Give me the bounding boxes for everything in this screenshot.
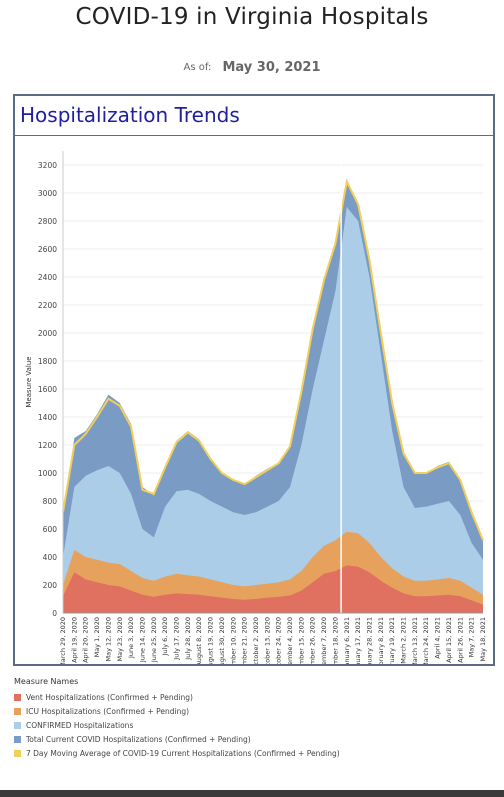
- y-tick-label: 1800: [38, 357, 57, 366]
- x-tick-label: April 4, 2021: [434, 617, 442, 659]
- x-tick-label: September 21, 2020: [241, 617, 249, 664]
- hospitalization-chart[interactable]: 0 200 400 600 800 1000 1200 1400 1600 1800 2000 220…: [15, 96, 493, 664]
- x-tick-label: May 7, 2021: [468, 617, 476, 657]
- x-tick-label: May 1, 2020: [93, 617, 101, 657]
- x-tick-label: March 13, 2021: [411, 617, 419, 664]
- y-tick-label: 600: [43, 525, 58, 534]
- x-tick-label: April 20, 2020: [82, 617, 90, 663]
- y-tick-label: 1000: [38, 469, 57, 478]
- x-tick-label: May 23, 2020: [116, 617, 124, 661]
- y-axis-label: Measure Value: [25, 356, 33, 407]
- y-tick-label: 1600: [38, 385, 57, 394]
- legend-swatch: [14, 693, 21, 701]
- y-tick-label: 400: [43, 553, 58, 562]
- x-tick-label: July 28, 2020: [184, 617, 192, 661]
- legend-item[interactable]: Total Current COVID Hospitalizations (Co…: [14, 732, 494, 746]
- y-tick-label: 3200: [38, 161, 57, 170]
- x-tick-label: June 25, 2020: [150, 617, 158, 663]
- x-tick-label: July 6, 2020: [161, 617, 169, 657]
- y-tick-label: 2200: [38, 301, 57, 310]
- moving-average-line: [62, 178, 484, 541]
- y-tick-label: 3000: [38, 189, 57, 198]
- y-tick-label: 0: [52, 609, 57, 618]
- x-tick-label: March 29, 2020: [59, 617, 67, 664]
- bottom-scrollbar[interactable]: [0, 790, 504, 797]
- x-tick-label: January 17, 2021: [354, 617, 362, 664]
- legend-swatch: [14, 735, 21, 743]
- y-tick-label: 2600: [38, 245, 57, 254]
- x-tick-label: June 3, 2020: [127, 617, 135, 659]
- x-tick-label: April 15, 2021: [445, 617, 453, 663]
- x-tick-label: August 30, 2020: [218, 617, 226, 664]
- legend-label: Total Current COVID Hospitalizations (Co…: [26, 734, 251, 744]
- x-tick-label: March 2, 2021: [400, 617, 408, 664]
- title-divider: [15, 135, 493, 136]
- legend-swatch: [14, 721, 21, 729]
- x-tick-label: November 4, 2020: [286, 617, 294, 664]
- chart-panel: Hospitalization Trends 0 200 400 600 800 1000…: [13, 94, 495, 666]
- legend-title: Measure Names: [14, 677, 79, 686]
- y-tick-label: 2800: [38, 217, 57, 226]
- x-tick-label: January 28, 2021: [365, 617, 373, 664]
- legend: Measure Names Vent Hospitalizations (Con…: [14, 677, 494, 760]
- x-tick-label: November 26, 2020: [309, 617, 317, 664]
- legend-item[interactable]: ICU Hospitalizations (Confirmed + Pendin…: [14, 704, 494, 718]
- x-tick-label: March 24, 2021: [422, 617, 430, 664]
- x-tick-label: July 17, 2020: [173, 617, 181, 661]
- legend-item[interactable]: Vent Hospitalizations (Confirmed + Pendi…: [14, 690, 494, 704]
- y-tick-label: 2000: [38, 329, 57, 338]
- x-tick-label: October 24, 2020: [275, 617, 283, 664]
- as-of-date: May 30, 2021: [222, 60, 321, 75]
- y-tick-label: 800: [43, 497, 58, 506]
- page-title: COVID-19 in Virginia Hospitals: [75, 4, 429, 30]
- chart-title: Hospitalization Trends: [20, 103, 240, 127]
- legend-swatch: [14, 707, 21, 715]
- y-tick-label: 1200: [38, 441, 57, 450]
- legend-item[interactable]: CONFIRMED Hospitalizations: [14, 718, 494, 732]
- x-tick-label: May 18, 2021: [479, 617, 487, 661]
- x-tick-label: August 19, 2020: [207, 617, 215, 664]
- legend-label: 7 Day Moving Average of COVID-19 Current…: [26, 748, 340, 758]
- x-tick-label: October 2, 2020: [252, 617, 260, 664]
- x-tick-label: December 7, 2020: [320, 617, 328, 664]
- x-tick-label: May 12, 2020: [104, 617, 112, 661]
- x-tick-label: November 15, 2020: [297, 617, 305, 664]
- legend-label: CONFIRMED Hospitalizations: [26, 720, 134, 730]
- legend-label: ICU Hospitalizations (Confirmed + Pendin…: [26, 706, 190, 716]
- x-tick-label: February 19, 2021: [388, 617, 396, 664]
- x-tick-label: September 10, 2020: [229, 617, 237, 664]
- as-of-label: As of:: [183, 62, 212, 73]
- series-area: [63, 207, 483, 613]
- y-tick-label: 1400: [38, 413, 57, 422]
- legend-item[interactable]: 7 Day Moving Average of COVID-19 Current…: [14, 746, 494, 760]
- y-tick-label: 200: [43, 581, 58, 590]
- x-tick-label: April 19, 2020: [70, 617, 78, 663]
- x-tick-label: August 8, 2020: [195, 617, 203, 664]
- x-tick-label: October 13, 2020: [263, 617, 271, 664]
- y-tick-label: 2400: [38, 273, 57, 282]
- as-of-row: As of: May 30, 2021: [0, 57, 504, 76]
- legend-swatch: [14, 749, 21, 757]
- legend-label: Vent Hospitalizations (Confirmed + Pendi…: [26, 692, 193, 702]
- x-tick-label: February 8, 2021: [377, 617, 385, 664]
- x-tick-label: April 26, 2021: [456, 617, 464, 663]
- x-tick-label: June 14, 2020: [138, 617, 146, 663]
- x-tick-label: January 6, 2021: [343, 617, 351, 664]
- x-tick-label: December 18, 2020: [331, 617, 339, 664]
- series-area: [63, 565, 483, 613]
